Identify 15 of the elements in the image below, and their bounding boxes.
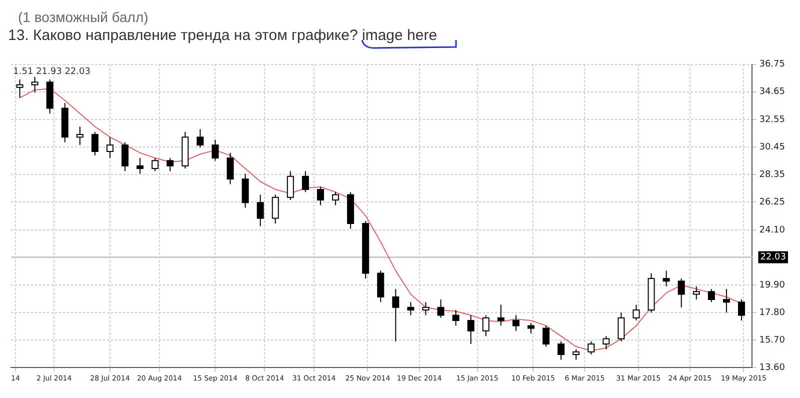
y-tick-label: 34.65: [759, 87, 785, 98]
ref-line-label: 22.03: [760, 252, 786, 263]
y-tick-label: 17.80: [759, 308, 786, 318]
y-tick-label: 26.25: [759, 197, 785, 208]
y-tick-label: 15.70: [759, 335, 786, 346]
annotation: 1.51 21.93 22.03: [13, 67, 90, 78]
chart-subtitle: (1 возможный балл): [18, 8, 150, 26]
y-tick-label: 13.60: [759, 362, 786, 373]
y-tick-label: 32.55: [759, 114, 785, 125]
chart-title: 13. Каково направление тренда на этом графике? image here: [8, 27, 438, 44]
y-tick-label: 24.10: [759, 225, 786, 236]
y-tick-label: 28.35: [759, 170, 785, 180]
y-tick-label: 19.90: [759, 280, 786, 290]
y-tick-label: 36.75: [759, 60, 785, 70]
y-tick-label: 30.45: [759, 142, 785, 152]
